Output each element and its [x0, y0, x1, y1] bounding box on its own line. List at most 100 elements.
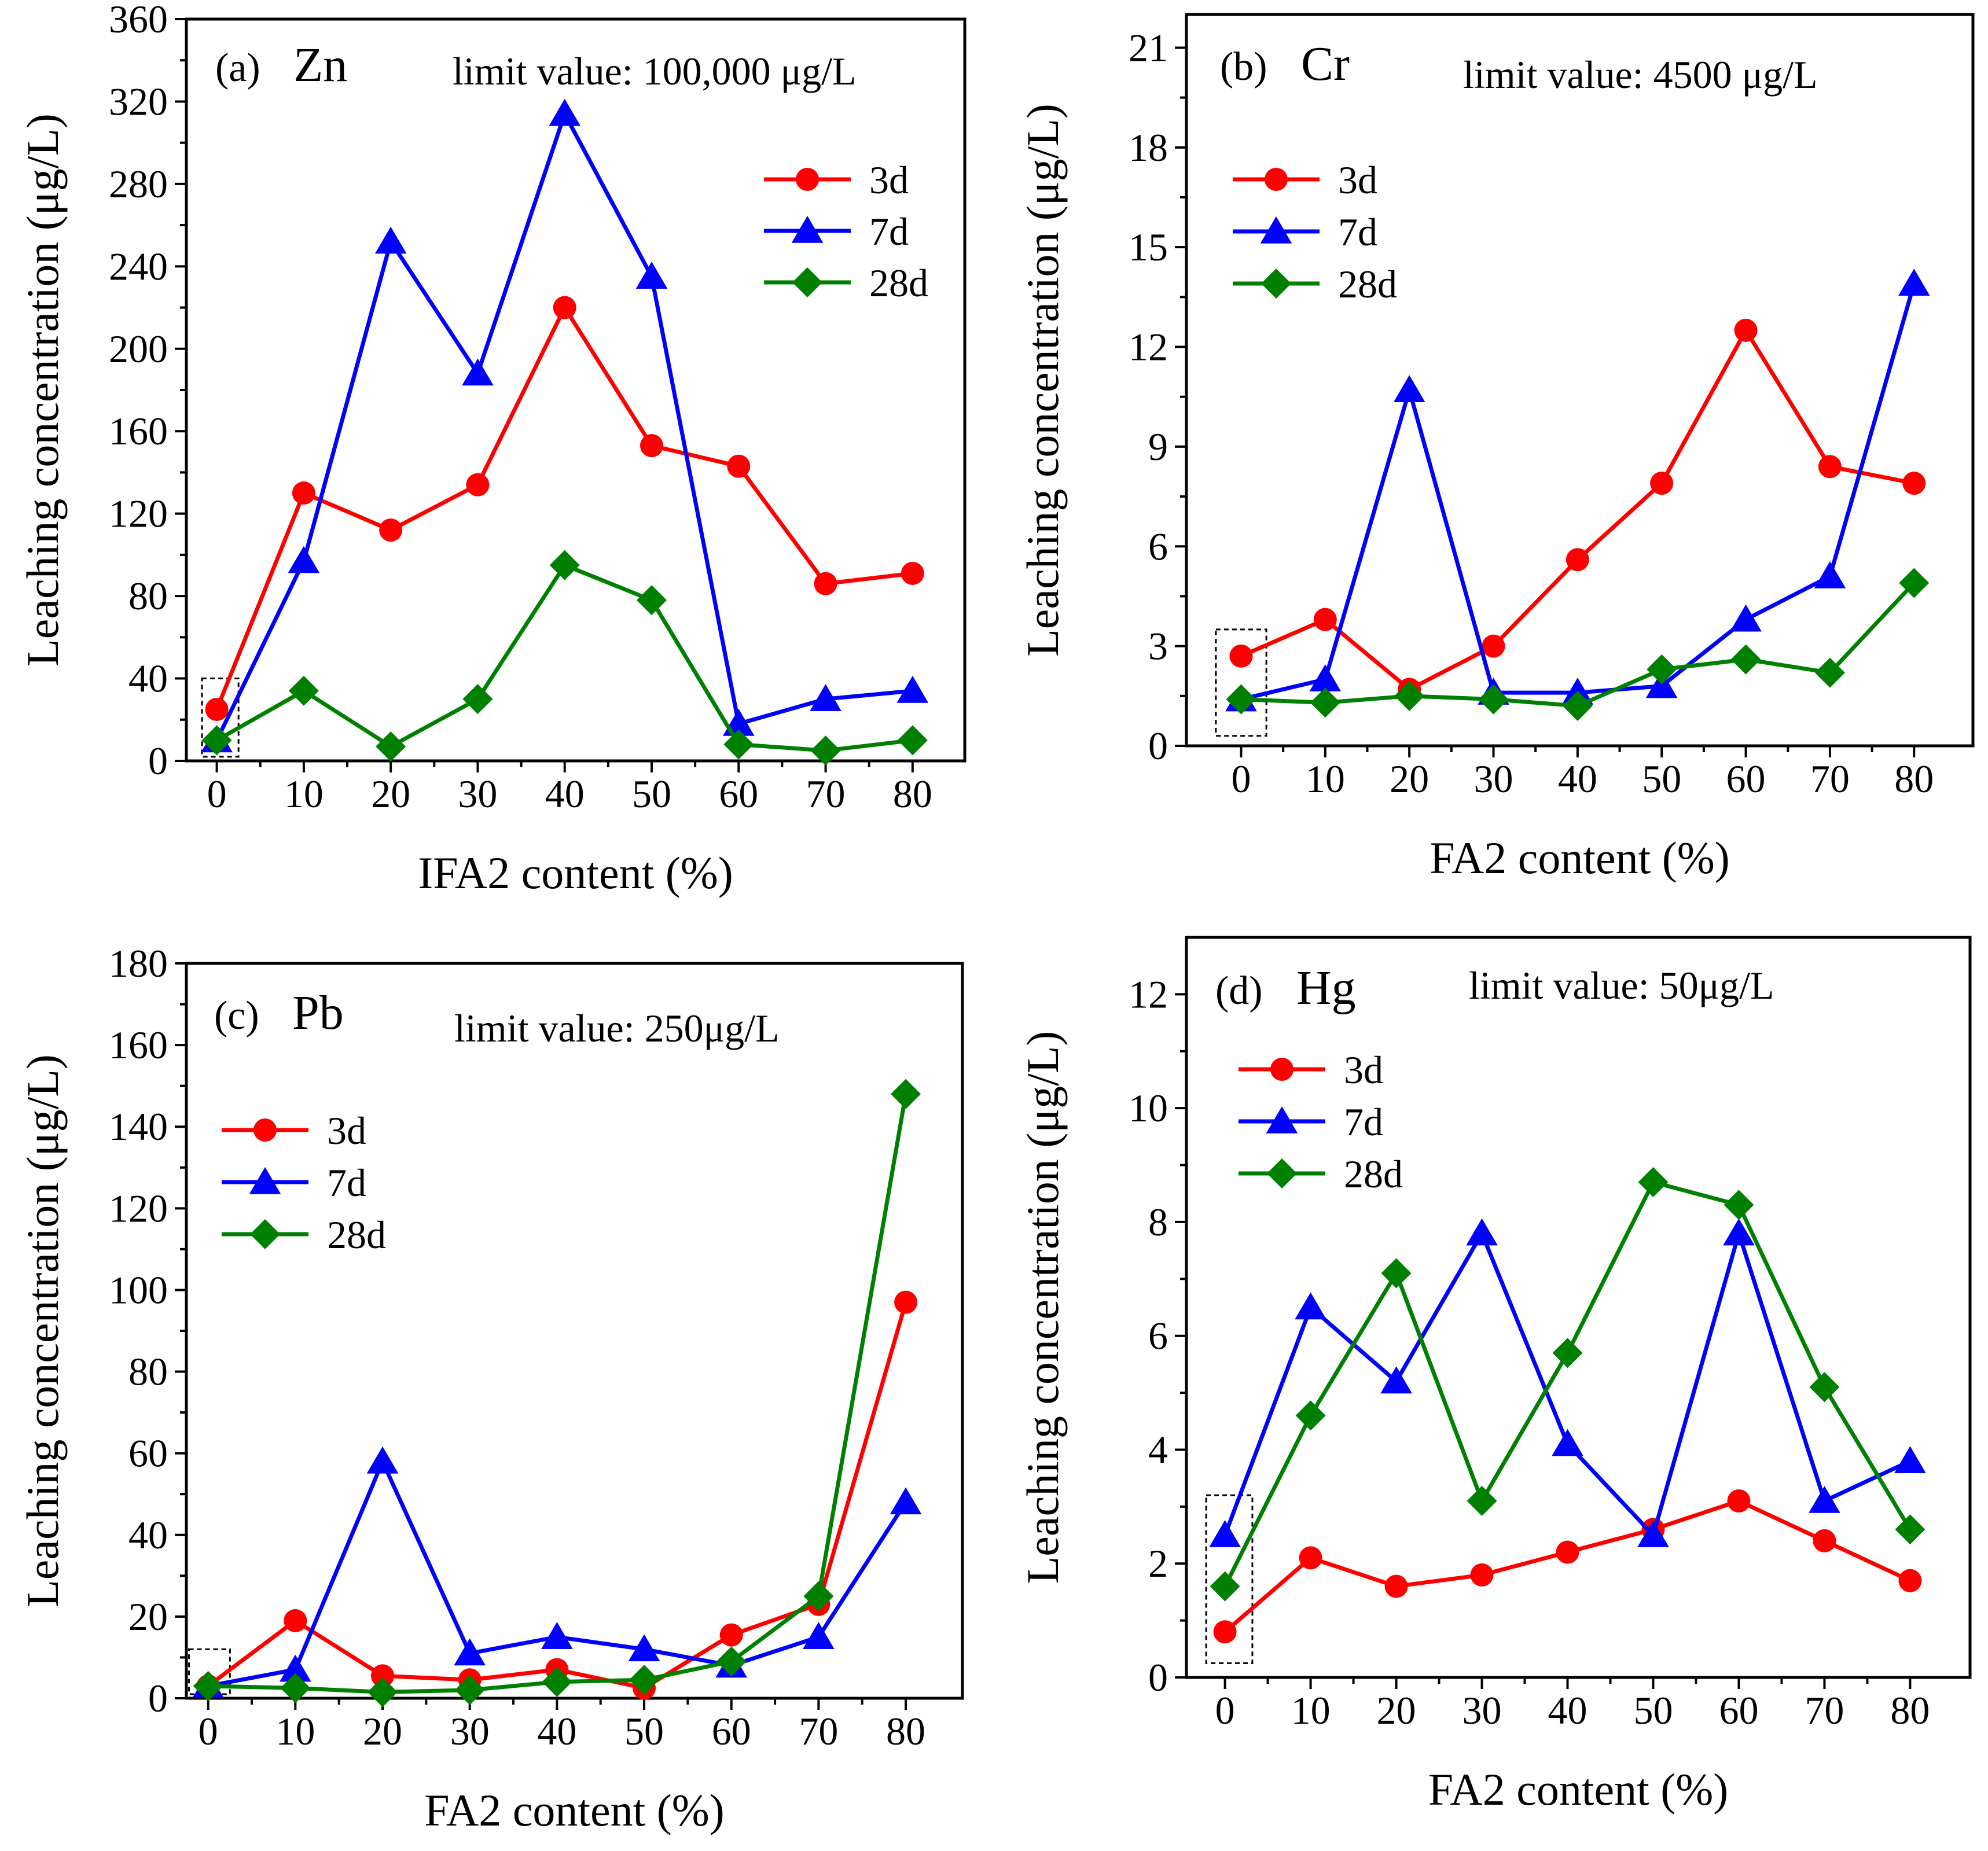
data-point-7d	[1466, 1218, 1498, 1246]
data-point-7d	[549, 98, 581, 126]
element-label: Cr	[1301, 37, 1350, 91]
data-point-3d	[1818, 455, 1842, 479]
y-tick-label: 0	[1148, 1655, 1168, 1699]
y-tick-label: 9	[1148, 425, 1168, 469]
y-axis-label: Leaching concentration (μg/L)	[1017, 104, 1068, 657]
legend-label-7d: 7d	[869, 209, 909, 253]
data-point-28d	[280, 1673, 311, 1703]
y-axis-label: Leaching concentration (μg/L)	[17, 113, 68, 667]
data-point-7d	[1209, 1520, 1241, 1547]
x-tick-label: 60	[712, 1709, 751, 1753]
y-tick-label: 40	[128, 657, 168, 701]
data-point-7d	[810, 684, 841, 711]
data-point-28d	[201, 725, 232, 756]
data-point-7d	[374, 226, 407, 254]
data-point-28d	[1814, 657, 1845, 688]
data-point-3d	[205, 697, 229, 721]
y-tick-label: 120	[109, 1186, 168, 1230]
legend-marker-7d	[249, 1167, 281, 1194]
chart-panel-cr: 0 10 20 30 40 50 60 70 80 0 3 6 9 12 15 18 21 FA2 content…	[1017, 13, 1975, 883]
x-tick-label: 50	[624, 1709, 664, 1753]
data-point-7d	[454, 1638, 486, 1666]
x-tick-label: 40	[1548, 1688, 1588, 1732]
x-tick-label: 20	[1390, 757, 1429, 801]
data-point-3d	[1384, 1574, 1408, 1598]
x-tick-label: 60	[1726, 757, 1766, 801]
x-tick-label: 40	[545, 772, 585, 816]
x-tick-label: 80	[1894, 757, 1934, 801]
y-tick-label: 0	[1148, 724, 1168, 768]
y-tick-label: 80	[128, 574, 168, 618]
x-axis-label: FA2 content (%)	[424, 1785, 724, 1835]
legend-marker-28d	[1261, 268, 1291, 299]
data-point-28d	[1562, 691, 1593, 722]
y-tick-label: 18	[1129, 126, 1168, 170]
x-tick-label: 20	[371, 772, 410, 816]
y-tick-label: 6	[1148, 524, 1168, 568]
data-point-28d	[1724, 1190, 1754, 1220]
y-tick-label: 120	[109, 492, 168, 536]
data-point-28d	[636, 585, 667, 616]
x-tick-label: 60	[1719, 1688, 1758, 1732]
series-line-7d	[1240, 283, 1916, 701]
data-point-7d	[366, 1446, 399, 1474]
data-point-3d	[894, 1290, 918, 1314]
y-tick-label: 180	[109, 941, 168, 985]
data-point-28d	[803, 1581, 834, 1611]
legend-label-28d: 28d	[1344, 1152, 1403, 1196]
data-point-28d	[1730, 644, 1761, 675]
y-tick-label: 6	[1148, 1314, 1168, 1358]
x-tick-label: 20	[1377, 1688, 1416, 1732]
x-tick-label: 0	[1231, 757, 1251, 801]
data-point-3d	[1229, 644, 1253, 668]
legend-marker-28d	[792, 267, 822, 297]
x-axis-label: FA2 content (%)	[1430, 833, 1729, 883]
data-point-28d	[1381, 1258, 1412, 1289]
y-tick-label: 12	[1129, 325, 1168, 369]
data-point-3d	[1898, 1569, 1922, 1592]
y-tick-label: 360	[109, 0, 168, 41]
data-point-7d	[1809, 1486, 1840, 1513]
legend-marker-7d	[791, 216, 824, 243]
data-point-28d	[454, 1675, 485, 1705]
data-point-7d	[1898, 268, 1930, 296]
y-tick-label: 15	[1129, 225, 1168, 269]
y-tick-label: 4	[1148, 1427, 1168, 1471]
x-tick-label: 10	[1291, 1688, 1331, 1732]
data-point-3d	[284, 1609, 307, 1632]
data-point-28d	[891, 1079, 921, 1109]
y-tick-label: 320	[109, 79, 168, 123]
y-tick-label: 160	[109, 409, 168, 453]
data-point-28d	[288, 675, 319, 706]
x-tick-label: 70	[1810, 757, 1850, 801]
data-point-28d	[897, 725, 928, 756]
y-axis-label: Leaching concentration (μg/L)	[17, 1054, 68, 1607]
data-point-3d	[1650, 472, 1674, 495]
legend-label-3d: 3d	[1338, 158, 1377, 202]
data-point-3d	[1470, 1563, 1494, 1587]
series-line-3d	[1223, 1499, 1911, 1633]
data-point-28d	[1467, 1486, 1497, 1517]
x-tick-label: 50	[1633, 1688, 1673, 1732]
x-tick-label: 70	[1805, 1688, 1844, 1732]
data-point-3d	[901, 561, 924, 585]
x-tick-label: 30	[1474, 757, 1513, 801]
data-point-3d	[1813, 1529, 1836, 1552]
element-label: Pb	[292, 986, 344, 1040]
data-point-3d	[727, 454, 751, 478]
y-tick-label: 0	[148, 1676, 168, 1720]
legend-label-7d: 7d	[1338, 210, 1377, 254]
x-tick-label: 80	[1890, 1688, 1930, 1732]
data-point-28d	[462, 684, 493, 715]
limit-value-label: limit value: 50μg/L	[1469, 963, 1774, 1007]
y-tick-label: 20	[128, 1595, 168, 1639]
data-point-3d	[371, 1664, 395, 1688]
limit-value-label: limit value: 250μg/L	[454, 1006, 780, 1050]
data-point-28d	[1552, 1338, 1583, 1368]
legend-marker-3d	[253, 1118, 277, 1142]
data-point-3d	[1482, 634, 1505, 658]
data-point-28d	[542, 1666, 572, 1697]
data-point-7d	[541, 1622, 573, 1649]
legend-label-7d: 7d	[1344, 1100, 1383, 1144]
